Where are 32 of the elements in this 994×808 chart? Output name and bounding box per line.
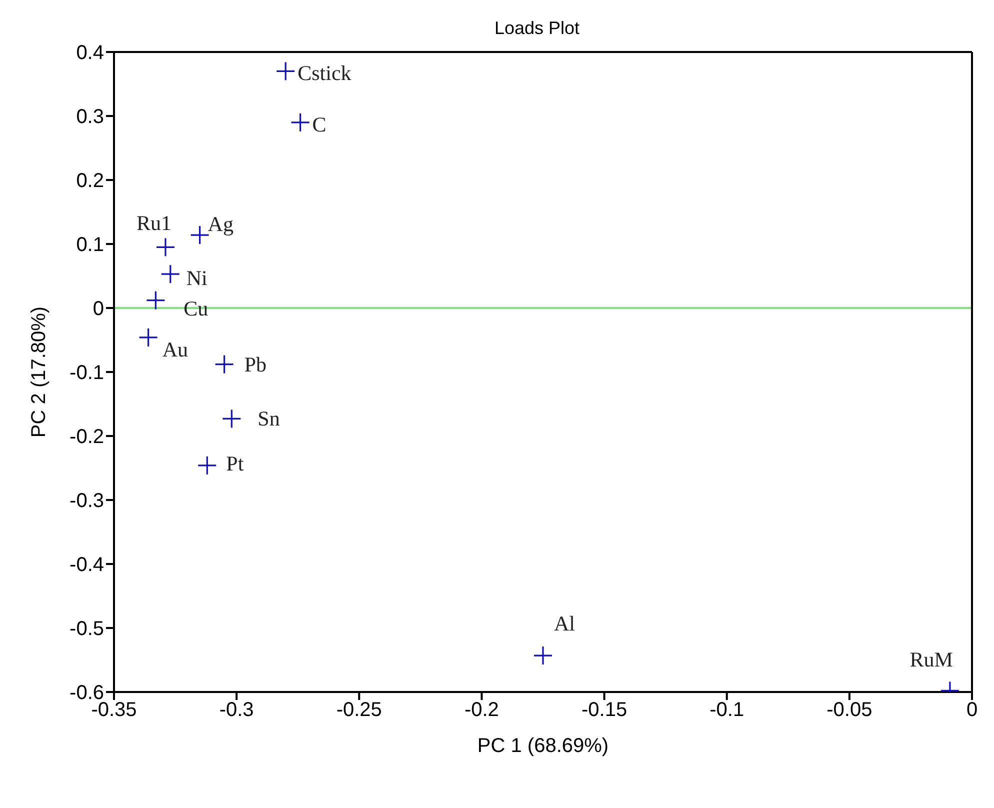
y-tick-label: 0.3 — [76, 106, 104, 128]
annotation: Sn — [258, 406, 280, 431]
x-tick-label: -0.05 — [826, 699, 872, 722]
x-tick-label: -0.15 — [581, 699, 628, 722]
annotation: Pb — [244, 352, 266, 376]
annotation: Al — [554, 612, 576, 636]
y-axis-title: PC 2 (17.80%) — [28, 306, 50, 438]
x-axis-title: PC 1 (68.69%) — [477, 735, 609, 757]
y-tick-label: -0.2 — [70, 426, 104, 448]
annotation: Ru1 — [136, 211, 172, 236]
annotation: Au — [162, 337, 188, 362]
annotation: Ag — [208, 212, 234, 236]
x-tick-label: -0.25 — [336, 699, 382, 722]
y-tick-label: 0.2 — [76, 170, 104, 192]
x-tick-label: 0 — [966, 699, 978, 722]
y-tick-label: 0.1 — [76, 234, 104, 256]
annotation: Cstick — [298, 61, 352, 86]
chart-title: Loads Plot — [494, 18, 580, 38]
y-tick-label: 0.4 — [76, 42, 104, 64]
x-tick-label: -0.35 — [91, 699, 137, 722]
annotation: C — [312, 112, 326, 136]
y-tick-label: -0.5 — [70, 618, 104, 640]
y-tick-label: -0.4 — [70, 554, 104, 576]
annotation: RuM — [910, 648, 954, 672]
x-tick-label: -0.3 — [219, 699, 254, 722]
y-tick-label: 0 — [92, 298, 104, 320]
x-tick-label: -0.1 — [710, 699, 744, 722]
y-tick-label: -0.1 — [70, 362, 104, 384]
annotation: Pt — [226, 451, 244, 476]
x-tick-label: -0.2 — [464, 699, 499, 722]
annotation: Ni — [186, 266, 208, 290]
y-tick-label: -0.3 — [70, 490, 104, 512]
